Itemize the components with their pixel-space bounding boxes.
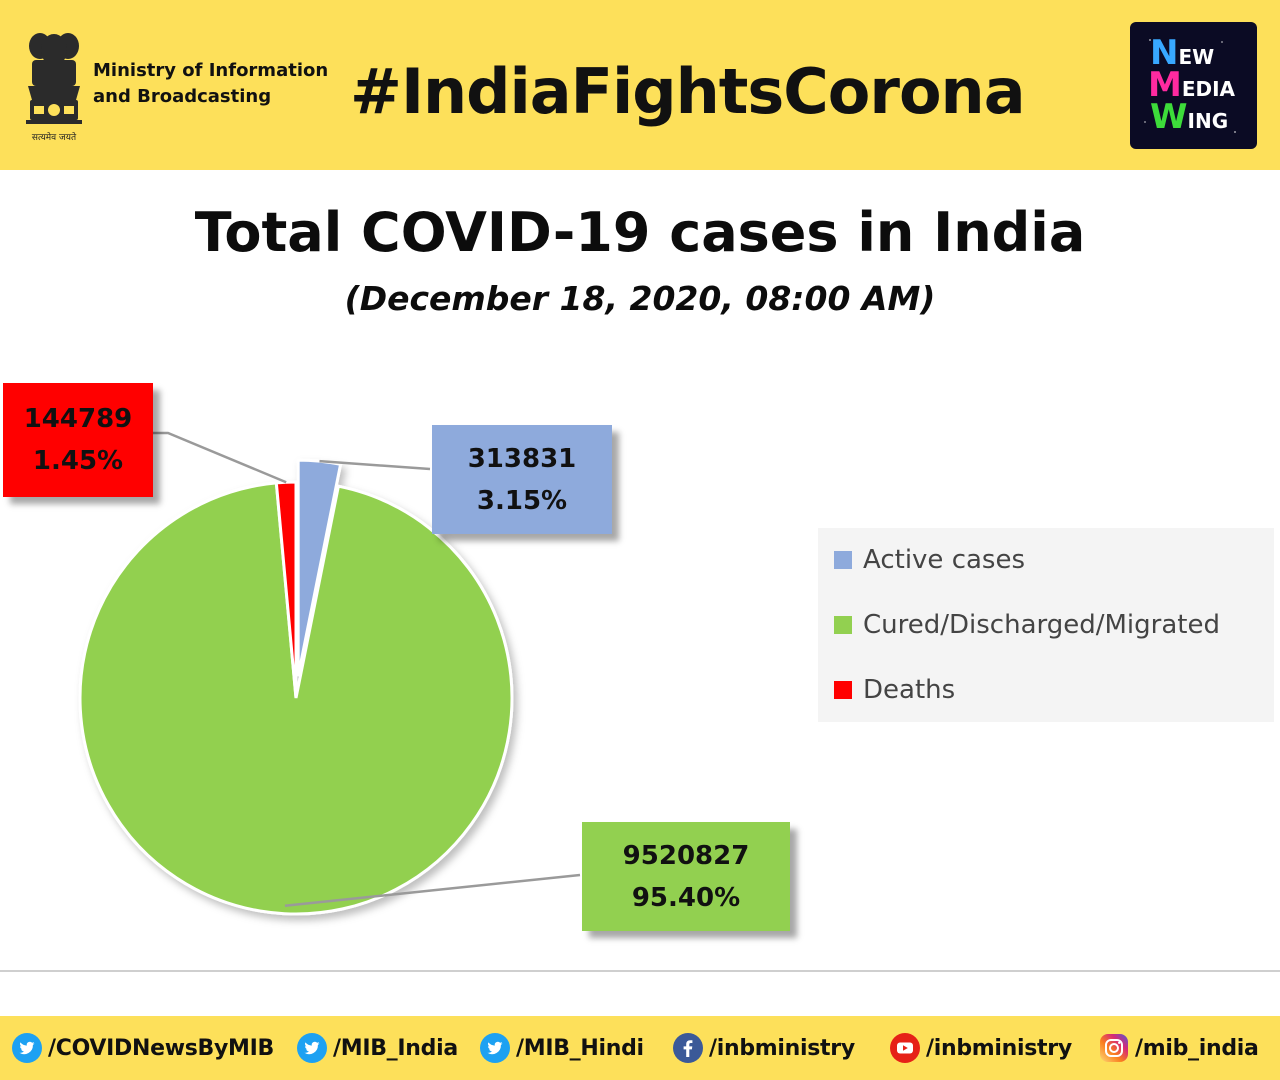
chart-legend: Active cases Cured/Discharged/Migrated D… (818, 528, 1274, 722)
legend-label-cured: Cured/Discharged/Migrated (863, 610, 1220, 640)
data-label-active-value: 313831 (467, 443, 577, 474)
data-label-deaths: 144789 1.45% (3, 383, 153, 497)
chart-subtitle: (December 18, 2020, 08:00 AM) (344, 279, 936, 318)
logo-word-new: NEW (1150, 33, 1214, 73)
legend-item-active: Active cases (834, 540, 1025, 580)
logo-word-wing: WING (1150, 97, 1228, 137)
legend-swatch-deaths (834, 681, 852, 699)
chart-title: Total COVID-19 cases in India (194, 201, 1086, 264)
ministry-line-1: Ministry of Information (93, 60, 329, 81)
legend-label-active: Active cases (863, 545, 1026, 575)
logo-word-media: MEDIA (1148, 65, 1236, 105)
social-handle-text: /MIB_Hindi (516, 1035, 644, 1061)
ministry-line-2: and Broadcasting (93, 86, 272, 107)
leader-line-active (319, 459, 431, 471)
leader-line-cured (284, 873, 581, 907)
pie-slice-cured (78, 481, 514, 916)
twitter-icon (297, 1033, 327, 1063)
twitter-icon (480, 1033, 510, 1063)
social-link-covidnewsbymib[interactable]: /COVIDNewsByMIB (12, 1029, 274, 1067)
data-label-deaths-value: 144789 (23, 404, 133, 434)
data-label-cured: 9520827 95.40% (582, 822, 790, 931)
social-handle-text: /MIB_India (333, 1035, 458, 1061)
footer-social-bar: /COVIDNewsByMIB /MIB_India /MIB_Hindi /i… (0, 1016, 1280, 1080)
svg-text:सत्यमेव जयते: सत्यमेव जयते (32, 131, 77, 143)
data-label-deaths-percent: 1.45% (32, 446, 124, 476)
ministry-name: Ministry of Information and Broadcasting (93, 58, 333, 110)
social-handle-text: /inbministry (926, 1035, 1072, 1061)
new-media-wing-logo: NEW MEDIA WING (1130, 22, 1257, 149)
social-link-instagram-mib-india[interactable]: /mib_india (1099, 1029, 1259, 1067)
state-emblem-icon: सत्यमेव जयते (26, 33, 82, 143)
youtube-icon (890, 1033, 920, 1063)
data-label-active-percent: 3.15% (476, 485, 568, 516)
header-banner: सत्यमेव जयते Ministry of Information and… (0, 0, 1280, 170)
legend-swatch-active (834, 551, 852, 569)
social-handle-text: /COVIDNewsByMIB (48, 1035, 274, 1061)
social-link-mib-hindi[interactable]: /MIB_Hindi (480, 1029, 644, 1067)
divider (0, 970, 1280, 972)
legend-label-deaths: Deaths (863, 675, 956, 705)
legend-swatch-cured (834, 616, 852, 634)
data-label-active: 313831 3.15% (432, 425, 612, 534)
leader-line-deaths (152, 431, 287, 484)
social-link-youtube-inbministry[interactable]: /inbministry (890, 1029, 1072, 1067)
legend-item-deaths: Deaths (834, 670, 955, 710)
twitter-icon (12, 1033, 42, 1063)
data-label-cured-percent: 95.40% (631, 882, 741, 913)
facebook-icon (673, 1033, 703, 1063)
social-link-facebook-inbministry[interactable]: /inbministry (673, 1029, 855, 1067)
social-handle-text: /mib_india (1135, 1035, 1259, 1061)
data-label-cured-value: 9520827 (622, 840, 750, 871)
social-link-mib-india[interactable]: /MIB_India (297, 1029, 458, 1067)
legend-item-cured: Cured/Discharged/Migrated (834, 605, 1220, 645)
social-handle-text: /inbministry (709, 1035, 855, 1061)
instagram-icon (1100, 1034, 1128, 1062)
hashtag-heading: #IndiaFightsCorona (350, 55, 1026, 128)
